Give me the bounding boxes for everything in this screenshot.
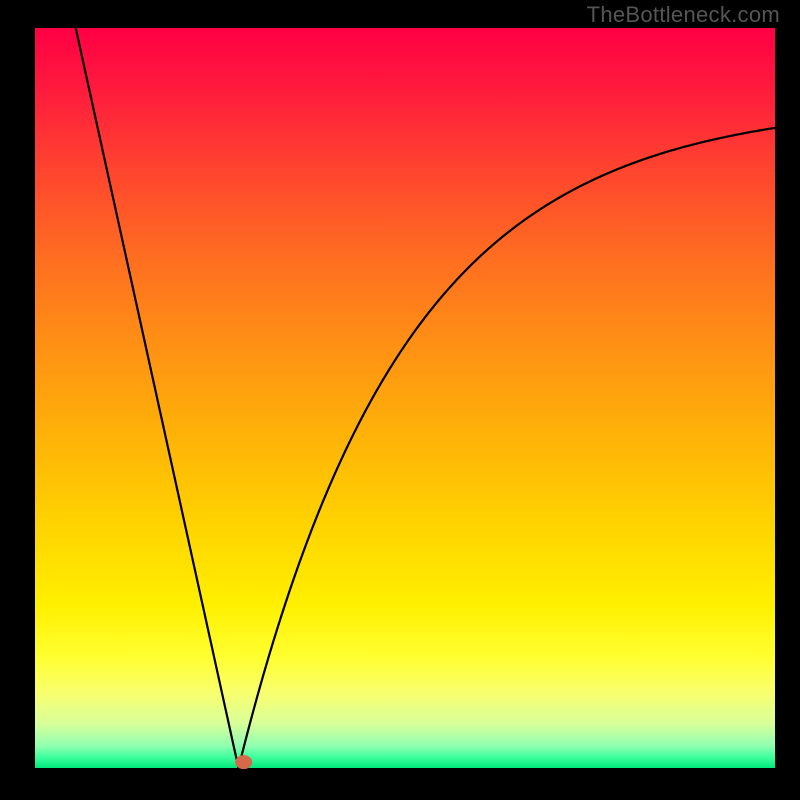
chart-frame: TheBottleneck.com: [0, 0, 800, 800]
plot-background: [35, 28, 775, 768]
watermark-text: TheBottleneck.com: [587, 2, 780, 28]
bottleneck-chart: [0, 0, 800, 800]
minimum-marker: [236, 756, 252, 769]
